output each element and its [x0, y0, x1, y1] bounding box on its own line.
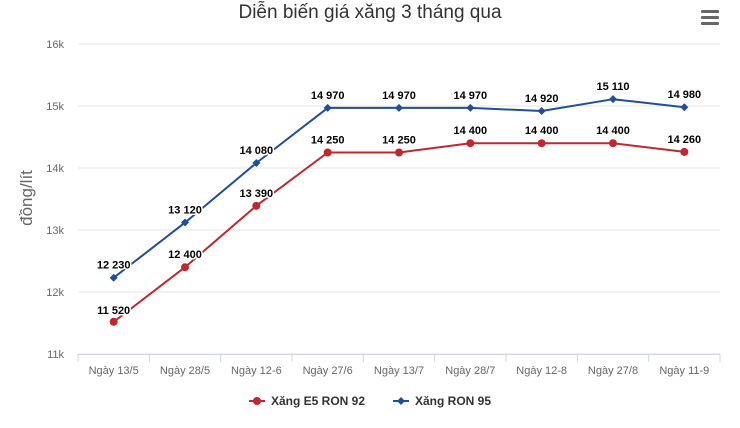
data-label: 14 400: [596, 125, 630, 137]
data-label: 14 980: [668, 89, 702, 101]
data-labels: 11 520 12 400 13 390 14 250 14 250 14 400 14 4…: [95, 80, 702, 319]
data-label: 11 520: [97, 305, 130, 317]
x-tick-label: Ngày 28/5: [160, 365, 210, 377]
hamburger-menu-icon-bar: [701, 22, 719, 25]
data-label: 14 260: [668, 134, 702, 146]
x-tick-label: Ngày 13/7: [374, 365, 424, 377]
data-label: 14 400: [454, 125, 488, 137]
y-tick-label: 14k: [46, 163, 64, 175]
data-point[interactable]: [395, 148, 403, 157]
legend-item-2[interactable]: Xăng RON 95: [393, 394, 491, 408]
x-tick-label: Ngày 27/8: [588, 365, 638, 377]
data-label: 14 400: [525, 125, 559, 137]
legend-item-1[interactable]: Xăng E5 RON 92: [248, 394, 365, 408]
chart-title: Diễn biến giá xăng 3 tháng qua: [238, 2, 502, 23]
series-line: [113, 142, 685, 323]
data-label: 13 120: [168, 205, 202, 217]
y-tick-label: 12k: [46, 287, 64, 299]
data-label: 15 110: [596, 81, 629, 93]
data-label: 14 970: [382, 90, 416, 102]
data-label: 14 250: [311, 135, 345, 147]
data-point[interactable]: [537, 139, 546, 148]
data-point[interactable]: [466, 103, 475, 112]
legend-label: Xăng E5 RON 92: [270, 394, 365, 408]
data-point[interactable]: [395, 103, 403, 112]
y-axis-title: đồng/lít: [17, 170, 36, 226]
data-point[interactable]: [680, 103, 689, 112]
data-point[interactable]: [181, 263, 189, 272]
data-point[interactable]: [537, 106, 546, 115]
data-label: 12 230: [97, 260, 131, 272]
data-point[interactable]: [466, 139, 475, 148]
data-point[interactable]: [680, 147, 689, 156]
series-2: [109, 95, 689, 282]
data-point[interactable]: [609, 95, 617, 104]
y-tick-label: 15k: [46, 101, 64, 113]
data-point[interactable]: [252, 159, 261, 168]
x-tick-label: Ngày 11-9: [659, 365, 709, 377]
legend-diamond-icon: [393, 397, 409, 405]
x-tick-label: Ngày 12-8: [516, 365, 567, 377]
hamburger-menu-icon-bar: [701, 16, 719, 19]
legend-circle-icon: [248, 397, 265, 405]
data-point[interactable]: [323, 103, 332, 112]
x-axis: Ngày 13/5 Ngày 28/5 Ngày 12-6 Ngày 27/6 Ngày…: [77, 354, 721, 377]
legend-label: Xăng RON 95: [415, 394, 492, 408]
y-tick-label: 16k: [46, 39, 64, 51]
data-point[interactable]: [109, 273, 118, 282]
data-point[interactable]: [181, 218, 189, 227]
y-tick-label: 11k: [47, 349, 64, 361]
legend: Xăng E5 RON 92 Xăng RON 95: [0, 394, 740, 410]
data-label: 14 970: [311, 90, 345, 102]
data-label: 13 390: [240, 188, 274, 200]
y-tick-label: 13k: [46, 225, 64, 237]
data-point[interactable]: [252, 201, 261, 210]
chart-menu-button[interactable]: [699, 8, 721, 26]
data-label: 12 400: [168, 249, 202, 261]
data-point[interactable]: [323, 148, 332, 157]
y-axis: đồng/lít 11k 12k 13k 14k 15k 16k: [17, 39, 64, 361]
data-label: 14 920: [525, 93, 559, 105]
x-tick-label: Ngày 27/6: [303, 365, 353, 377]
data-label: 14 080: [240, 145, 274, 157]
series: [109, 95, 689, 326]
series-1: [109, 139, 689, 326]
data-label: 14 250: [382, 135, 416, 147]
x-tick-label: Ngày 12-6: [231, 365, 282, 377]
hamburger-menu-icon: [701, 10, 719, 13]
data-point[interactable]: [609, 139, 617, 148]
x-tick-label: Ngày 13/5: [89, 365, 139, 377]
data-point[interactable]: [109, 317, 118, 326]
data-label: 14 970: [454, 90, 488, 102]
x-tick-label: Ngày 28/7: [445, 365, 495, 377]
